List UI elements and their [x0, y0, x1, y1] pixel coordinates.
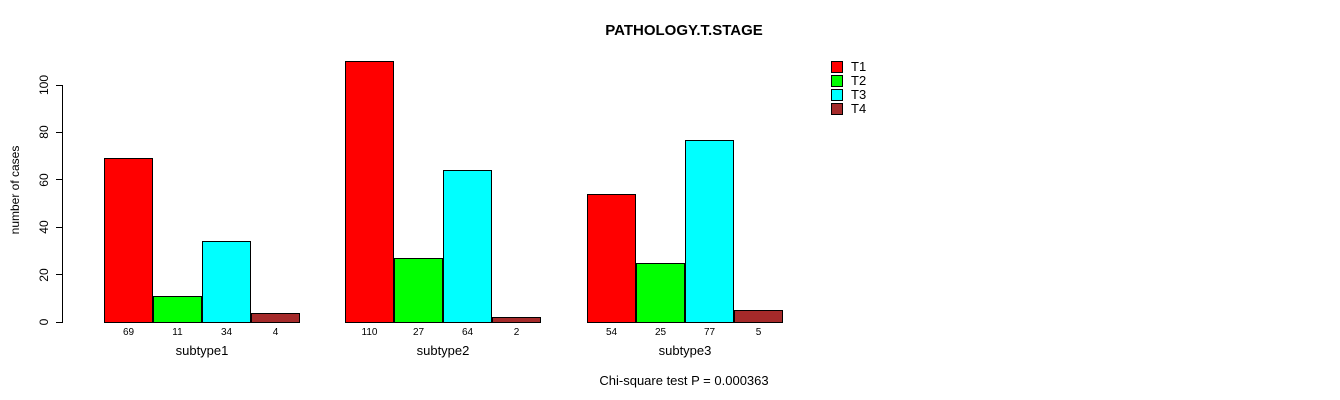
legend-item-t2: T2: [831, 74, 866, 88]
bar-value-label: 25: [654, 327, 667, 338]
legend-label: T2: [851, 73, 867, 88]
x-axis-group-label-subtype1: subtype1: [175, 343, 229, 358]
y-axis-tick: [56, 179, 63, 181]
bar-t1-subtype1: [104, 158, 153, 323]
bar-t1-subtype2: [345, 61, 394, 323]
y-axis-tick-label: 0: [37, 318, 51, 326]
bar-value-label: 64: [461, 327, 474, 338]
y-axis-tick-label: 40: [37, 220, 51, 234]
y-axis-tick: [56, 274, 63, 276]
y-axis-line: [62, 85, 63, 323]
bar-value-label: 69: [122, 327, 135, 338]
bar-t4-subtype2: [492, 317, 541, 323]
legend-item-t1: T1: [831, 60, 866, 74]
bar-value-label: 34: [220, 327, 233, 338]
bar-t3-subtype3: [685, 140, 734, 323]
bar-t1-subtype3: [587, 194, 636, 323]
legend-swatch-icon: [831, 89, 843, 101]
legend-item-t4: T4: [831, 102, 866, 116]
bar-value-label: 110: [361, 327, 378, 338]
legend-swatch-icon: [831, 61, 843, 73]
bar-t2-subtype2: [394, 258, 443, 323]
chart-title: PATHOLOGY.T.STAGE: [605, 22, 763, 39]
bar-value-label: 77: [703, 327, 716, 338]
legend-swatch-icon: [831, 103, 843, 115]
x-axis-group-label-subtype3: subtype3: [658, 343, 712, 358]
y-axis-tick-label: 80: [37, 125, 51, 140]
bar-t3-subtype2: [443, 170, 492, 323]
bar-t4-subtype1: [251, 313, 300, 323]
bar-value-label: 11: [172, 327, 183, 338]
bar-value-label: 4: [272, 327, 279, 338]
y-axis-tick: [56, 321, 63, 323]
legend: T1 T2 T3 T4: [831, 60, 866, 116]
bar-t2-subtype3: [636, 263, 685, 323]
bar-t4-subtype3: [734, 310, 783, 323]
legend-label: T1: [851, 59, 867, 74]
bar-value-label: 54: [605, 327, 618, 338]
y-axis-tick-label: 20: [37, 267, 51, 282]
bar-t3-subtype1: [202, 241, 251, 323]
bar-value-label: 5: [755, 327, 762, 338]
bar-t2-subtype1: [153, 296, 202, 323]
y-axis-tick: [56, 84, 63, 86]
y-axis-tick: [56, 226, 63, 228]
legend-label: T4: [851, 101, 867, 116]
x-axis-group-label-subtype2: subtype2: [416, 343, 470, 358]
legend-label: T3: [851, 87, 867, 102]
bar-value-label: 27: [412, 327, 425, 338]
y-axis-tick: [56, 131, 63, 133]
bar-value-label: 2: [513, 327, 520, 338]
y-axis-title: number of cases: [8, 145, 22, 235]
y-axis-tick-label: 100: [37, 74, 51, 96]
y-axis-tick-label: 60: [37, 173, 51, 187]
legend-swatch-icon: [831, 75, 843, 87]
legend-item-t3: T3: [831, 88, 866, 102]
chi-square-annotation: Chi-square test P = 0.000363: [599, 373, 769, 388]
